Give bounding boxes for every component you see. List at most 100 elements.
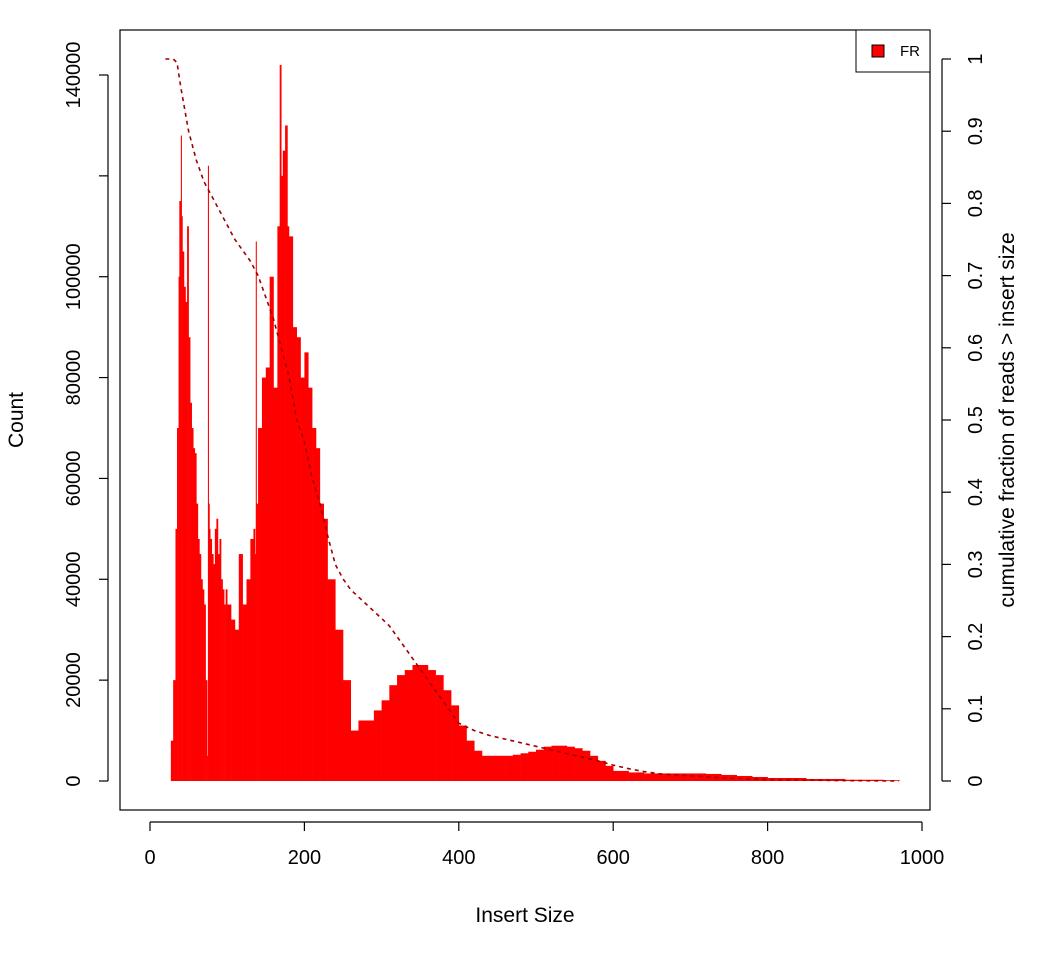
histogram-bar [202, 589, 205, 781]
histogram-bar [213, 564, 216, 781]
x-tick-label: 0 [144, 847, 155, 869]
y-tick-label: 20000 [63, 652, 85, 708]
histogram-bar [574, 748, 583, 781]
histogram-bar [381, 700, 390, 781]
histogram-bar [420, 665, 429, 781]
plot-frame [119, 29, 931, 811]
y-tick-label: 40000 [63, 551, 85, 607]
histogram-bar [304, 352, 309, 781]
histogram-bar [404, 670, 413, 781]
legend-box [855, 29, 931, 73]
histogram-bar [258, 428, 263, 781]
histogram-bar [208, 503, 210, 781]
histogram-bar [319, 503, 324, 781]
y2-tick-label: 0.7 [965, 262, 987, 290]
histogram-bar [287, 226, 290, 782]
histogram-bar [279, 64, 282, 781]
histogram-bar [246, 579, 251, 781]
histogram-bar [705, 773, 722, 781]
cumulative-line [165, 58, 899, 782]
y2-tick-label: 0.6 [965, 334, 987, 362]
histogram-bar [512, 754, 521, 781]
histogram-bar [196, 503, 199, 781]
histogram-bar [216, 518, 219, 781]
histogram-bar [175, 528, 178, 781]
histogram-bar [207, 165, 209, 781]
histogram-bar [582, 750, 591, 781]
histogram-bar [221, 579, 223, 781]
histogram-bar [254, 554, 257, 781]
histogram-bar [191, 428, 194, 781]
histogram-bar [181, 216, 183, 781]
y-tick-label: 140000 [63, 42, 85, 109]
histogram-bar [188, 337, 191, 781]
histogram-bar [736, 775, 753, 781]
y2-tick-label: 0.4 [965, 478, 987, 506]
histogram-bar [474, 750, 483, 781]
histogram-bar [204, 604, 206, 781]
histogram-bar [613, 770, 629, 781]
histogram-bar [315, 448, 321, 781]
histogram-bar [183, 286, 186, 781]
histogram-bar [214, 528, 217, 781]
histogram-bar [543, 746, 552, 781]
histogram-bar [308, 387, 313, 781]
histogram-bar [389, 685, 398, 781]
histogram-bar [397, 675, 406, 781]
histogram-bar [690, 773, 707, 781]
histogram-bar [224, 604, 226, 781]
x-axis-label: Insert Size [475, 904, 574, 927]
histogram-bar [435, 675, 444, 781]
x-tick-label: 600 [597, 847, 630, 869]
histogram-bar [199, 554, 202, 781]
histogram-bar [219, 538, 222, 781]
histogram-bar [296, 337, 301, 781]
histogram-bar [179, 201, 182, 781]
y2-axis: 0 0.1 0.2 0.3 0.4 0.5 0.6 0.7 0.8 0.9 1 [941, 53, 987, 787]
y-axis-label: Count [5, 392, 28, 448]
histogram-bar [222, 589, 225, 781]
histogram-bar [194, 453, 197, 781]
histogram-bar [227, 604, 232, 781]
histogram-bar [752, 776, 768, 781]
histogram-bar [269, 276, 274, 781]
histogram-bar [605, 765, 614, 781]
histogram-bar [285, 125, 288, 782]
histogram-bar [644, 773, 660, 781]
legend: FR [855, 29, 931, 73]
histogram-bar [255, 241, 257, 781]
histogram-bar [177, 428, 179, 781]
histogram-bar [253, 528, 256, 781]
x-tick-label: 200 [288, 847, 321, 869]
histogram-bar [209, 528, 211, 781]
histogram-bar [205, 680, 208, 781]
histogram-bar [497, 755, 506, 781]
histogram-bar [806, 778, 846, 781]
histogram-bar [217, 554, 220, 781]
histogram-bar [674, 773, 691, 781]
y2-tick-label: 1 [965, 53, 987, 64]
histogram-bar [528, 751, 537, 781]
histogram-bar [551, 745, 560, 781]
histogram-bar [173, 680, 176, 781]
y-tick-label: 0 [63, 775, 85, 786]
histogram-bar [261, 377, 267, 781]
y2-tick-label: 0 [965, 775, 987, 786]
histogram-bar [288, 236, 294, 781]
histogram-bar [443, 690, 452, 781]
legend-swatch-fr [871, 44, 885, 58]
histogram-bar [427, 670, 436, 781]
y-tick-label: 100000 [63, 243, 85, 310]
histogram-bar [292, 327, 297, 781]
y2-tick-label: 0.5 [965, 406, 987, 434]
histogram-bar [242, 604, 247, 781]
histogram-bar [200, 579, 203, 781]
histogram-bar [187, 226, 189, 782]
legend-label-fr: FR [900, 43, 920, 60]
x-tick-label: 800 [751, 847, 784, 869]
histogram-bar [721, 774, 738, 781]
histogram-bar [489, 755, 498, 781]
histogram-bar [536, 749, 545, 781]
histogram-bar [481, 755, 490, 781]
